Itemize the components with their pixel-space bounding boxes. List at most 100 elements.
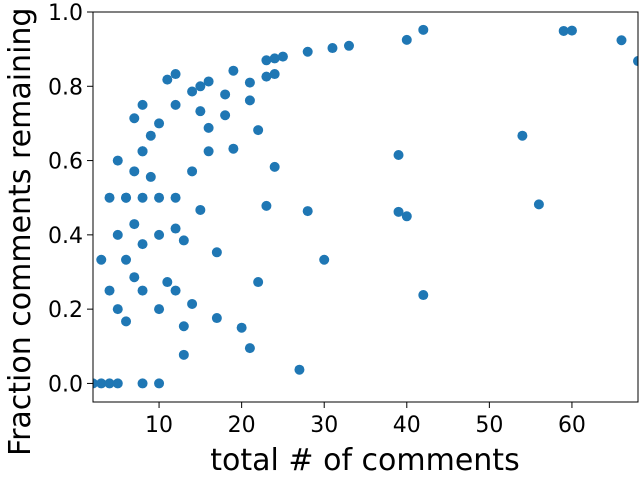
data-point: [170, 192, 181, 203]
y-axis-ticks: 0.0 0.2 0.4 0.6 0.8 1.0: [48, 1, 93, 397]
data-point: [96, 254, 107, 265]
data-point: [220, 89, 231, 100]
data-point: [145, 171, 156, 182]
data-point: [170, 223, 181, 234]
x-axis-ticks: 10 20 30 40 50 60: [145, 402, 586, 438]
data-point: [211, 313, 222, 324]
data-point: [187, 166, 198, 177]
data-point: [228, 65, 239, 76]
data-point: [129, 219, 140, 230]
data-point: [302, 46, 313, 57]
y-tick-label: 0.0: [48, 372, 83, 397]
data-point: [121, 254, 132, 265]
data-point: [244, 77, 255, 88]
data-point: [104, 378, 115, 389]
y-tick-label: 0.6: [48, 150, 83, 175]
plot-frame: [92, 11, 639, 403]
data-point: [112, 304, 123, 315]
data-points: [93, 24, 638, 389]
data-point: [244, 343, 255, 354]
data-point: [187, 86, 198, 97]
data-point: [616, 35, 627, 46]
data-point: [253, 125, 264, 136]
data-point: [343, 40, 354, 51]
data-point: [269, 161, 280, 172]
data-point: [236, 322, 247, 333]
data-point: [170, 69, 181, 80]
data-point: [418, 290, 429, 301]
x-axis-label: total # of comments: [210, 443, 519, 478]
data-point: [162, 277, 173, 288]
data-point: [220, 110, 231, 121]
data-point: [244, 95, 255, 106]
data-point: [137, 239, 148, 250]
data-point: [633, 56, 638, 67]
x-tick-label: 20: [228, 413, 256, 438]
data-point: [154, 192, 165, 203]
data-point: [269, 69, 280, 80]
data-point: [294, 364, 305, 375]
data-point: [401, 34, 412, 45]
data-point: [129, 166, 140, 177]
data-point: [393, 206, 404, 217]
data-point: [211, 247, 222, 258]
data-point: [154, 304, 165, 315]
data-point: [170, 99, 181, 110]
data-point: [269, 53, 280, 64]
data-point: [121, 192, 132, 203]
data-point: [178, 349, 189, 360]
y-tick-label: 1.0: [48, 1, 83, 26]
data-point: [253, 277, 264, 288]
data-point: [170, 285, 181, 296]
data-point: [104, 285, 115, 296]
data-point: [112, 155, 123, 166]
x-tick-label: 40: [393, 413, 421, 438]
data-point: [96, 378, 107, 389]
data-point: [137, 285, 148, 296]
data-point: [261, 71, 272, 82]
x-tick-label: 60: [558, 413, 586, 438]
data-point: [228, 143, 239, 154]
data-point: [195, 81, 206, 92]
data-point: [93, 378, 98, 389]
data-point: [418, 24, 429, 35]
y-tick-label: 0.2: [48, 298, 83, 323]
data-point: [327, 43, 338, 54]
data-point: [558, 25, 569, 36]
data-point: [137, 378, 148, 389]
data-point: [178, 235, 189, 246]
data-point: [261, 200, 272, 211]
data-point: [137, 99, 148, 110]
data-point: [302, 206, 313, 217]
data-point: [154, 378, 165, 389]
data-point: [517, 130, 528, 141]
data-point: [129, 113, 140, 124]
data-point: [401, 211, 412, 222]
data-point: [187, 298, 198, 309]
data-point: [145, 130, 156, 141]
data-point: [112, 229, 123, 240]
data-point: [121, 316, 132, 327]
y-tick-label: 0.8: [48, 75, 83, 100]
data-point: [319, 254, 330, 265]
data-point: [137, 192, 148, 203]
data-point: [566, 25, 577, 36]
y-tick-label: 0.4: [48, 224, 83, 249]
data-point: [154, 229, 165, 240]
data-point: [261, 55, 272, 66]
x-tick-label: 50: [475, 413, 503, 438]
x-tick-label: 10: [145, 413, 173, 438]
y-axis-label: Fraction comments remaining: [3, 8, 38, 456]
data-point: [277, 51, 288, 62]
data-point: [195, 204, 206, 215]
data-point: [129, 272, 140, 283]
data-point: [154, 118, 165, 129]
data-point: [203, 76, 214, 87]
data-point: [162, 74, 173, 85]
x-tick-label: 30: [310, 413, 338, 438]
data-point: [112, 378, 123, 389]
data-point: [104, 192, 115, 203]
data-point: [178, 321, 189, 332]
data-point: [195, 106, 206, 117]
